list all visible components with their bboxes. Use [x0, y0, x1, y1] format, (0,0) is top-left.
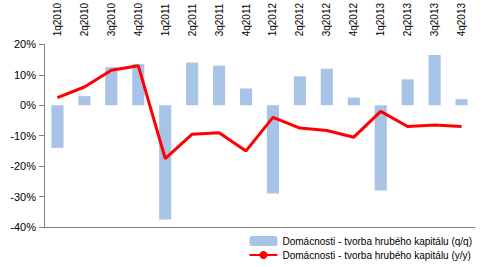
svg-text:0%: 0%: [20, 99, 36, 111]
svg-text:Domácnosti - tvorba hrubého ka: Domácnosti - tvorba hrubého kapitálu (q/…: [282, 236, 472, 247]
svg-text:4q2010: 4q2010: [133, 3, 144, 37]
svg-text:3q2012: 3q2012: [321, 3, 332, 37]
svg-text:1q2011: 1q2011: [160, 3, 171, 36]
svg-text:1q2010: 1q2010: [52, 3, 63, 37]
svg-text:3q2010: 3q2010: [106, 3, 117, 37]
svg-text:2q2010: 2q2010: [79, 3, 90, 37]
svg-text:-40%: -40%: [10, 221, 36, 233]
svg-text:20%: 20%: [14, 38, 36, 50]
svg-text:2q2012: 2q2012: [294, 3, 305, 37]
svg-text:3q2011: 3q2011: [214, 3, 225, 36]
svg-text:2q2013: 2q2013: [402, 3, 413, 37]
svg-text:10%: 10%: [14, 69, 36, 81]
svg-text:-30%: -30%: [10, 191, 36, 203]
svg-text:-20%: -20%: [10, 160, 36, 172]
svg-text:1q2012: 1q2012: [267, 3, 278, 37]
svg-text:4q2012: 4q2012: [348, 3, 359, 37]
svg-text:3q2013: 3q2013: [429, 3, 440, 37]
svg-text:Domácnosti - tvorba hrubého ka: Domácnosti - tvorba hrubého kapitálu (y/…: [282, 250, 470, 261]
svg-text:1q2013: 1q2013: [375, 3, 386, 37]
svg-text:-10%: -10%: [10, 130, 36, 142]
svg-text:4q2011: 4q2011: [241, 3, 252, 36]
svg-text:4q2013: 4q2013: [456, 3, 467, 37]
svg-text:2q2011: 2q2011: [187, 3, 198, 36]
